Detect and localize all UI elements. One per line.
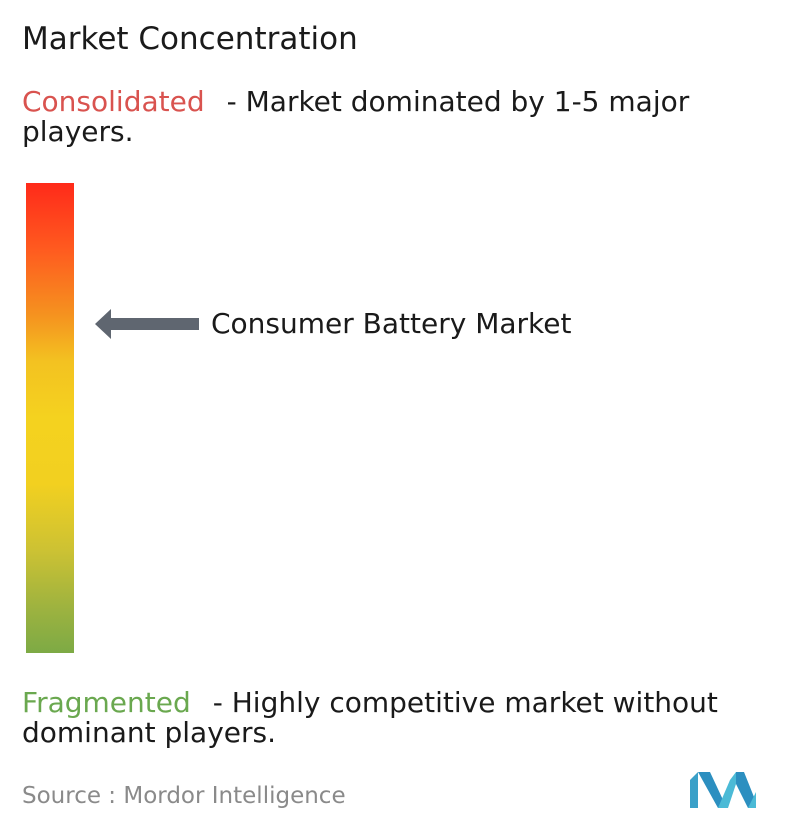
concentration-gradient-bar: [26, 183, 74, 653]
left-arrow-icon: [95, 309, 199, 339]
mordor-intelligence-logo-icon: [690, 772, 756, 808]
source-credit: Source : Mordor Intelligence: [22, 783, 346, 809]
market-marker-label: Consumer Battery Market: [211, 307, 572, 340]
fragmented-text: - Highly competitive market without domi…: [22, 686, 718, 749]
consolidated-text: - Market dominated by 1-5 major players.: [22, 85, 690, 148]
consolidated-description: Consolidated - Market dominated by 1-5 ma…: [22, 87, 792, 147]
fragmented-description: Fragmented - Highly competitive market wi…: [22, 688, 792, 748]
consolidated-keyword: Consolidated: [22, 85, 205, 118]
chart-title: Market Concentration: [22, 21, 358, 57]
marker-arrow-shape: [95, 309, 199, 339]
fragmented-keyword: Fragmented: [22, 686, 191, 719]
